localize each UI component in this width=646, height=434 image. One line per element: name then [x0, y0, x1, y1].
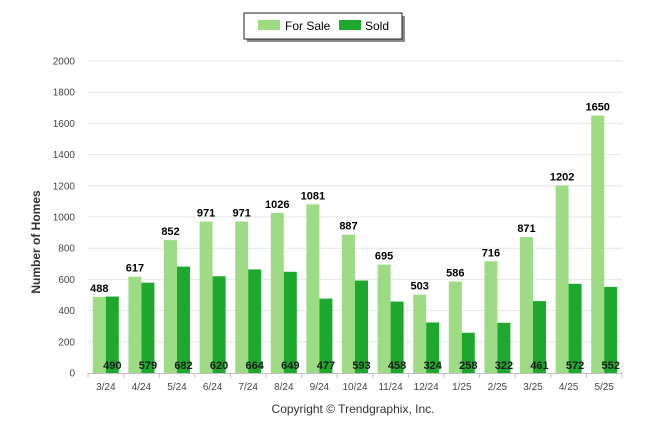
x-tick-label: 1/25 [452, 382, 472, 393]
y-tick-label: 1600 [53, 119, 76, 130]
bar-sold [283, 271, 297, 373]
bar-sold [105, 296, 119, 373]
bar-for-sale [377, 264, 391, 373]
data-label-for-sale: 1081 [301, 190, 325, 202]
x-tick-label: 9/24 [310, 382, 330, 393]
bar-for-sale [342, 234, 355, 373]
data-label-sold: 572 [566, 360, 584, 372]
data-label-for-sale: 1650 [585, 102, 609, 114]
bar-sold [461, 332, 475, 373]
bar-for-sale [591, 115, 605, 373]
x-tick-label: 5/24 [167, 382, 187, 393]
y-tick-label: 1000 [53, 213, 76, 224]
y-tick-label: 800 [58, 244, 75, 255]
legend: For Sale Sold [243, 12, 405, 42]
y-tick-label: 2000 [53, 57, 76, 68]
data-label-for-sale: 1026 [265, 199, 289, 211]
data-label-sold: 593 [352, 360, 370, 372]
bar-sold [248, 269, 262, 373]
bar-sold [355, 280, 368, 373]
data-label-sold: 579 [139, 360, 157, 372]
bar-for-sale [92, 296, 106, 373]
data-label-sold: 458 [388, 360, 406, 372]
bar-sold [177, 266, 190, 373]
bar-sold [141, 282, 155, 373]
bar-for-sale [555, 185, 569, 373]
x-tick-label: 4/24 [132, 382, 152, 393]
bar-for-sale [128, 276, 142, 373]
legend-swatch-for-sale [258, 20, 280, 30]
x-tick-label: 4/25 [559, 382, 579, 393]
data-label-sold: 258 [459, 360, 477, 372]
data-label-for-sale: 852 [161, 226, 179, 238]
y-tick-label: 1400 [53, 150, 76, 161]
data-label-sold: 620 [210, 360, 228, 372]
data-label-sold: 461 [530, 360, 548, 372]
y-axis-title: Number of Homes [29, 190, 43, 294]
x-tick-label: 2/25 [488, 382, 508, 393]
y-tick-label: 600 [58, 275, 75, 286]
x-tick-label: 8/24 [274, 382, 294, 393]
x-tick-label: 10/24 [342, 382, 367, 393]
bar-for-sale [164, 240, 177, 373]
x-tick-label: 6/24 [203, 382, 223, 393]
data-label-for-sale: 617 [126, 263, 144, 275]
data-label-sold: 477 [317, 360, 335, 372]
bar-sold [390, 301, 404, 373]
data-label-for-sale: 716 [482, 247, 500, 259]
bar-for-sale [306, 204, 320, 373]
data-label-sold: 552 [602, 360, 620, 372]
y-tick-label: 1200 [53, 181, 76, 192]
x-tick-label: 5/25 [594, 382, 614, 393]
bar-for-sale [235, 221, 249, 373]
data-label-for-sale: 488 [90, 283, 108, 295]
bar-for-sale [270, 212, 284, 373]
bars [92, 115, 618, 373]
data-label-for-sale: 971 [197, 208, 215, 220]
bar-sold [426, 322, 440, 373]
x-tick-label: 3/24 [96, 382, 116, 393]
data-label-for-sale: 586 [446, 268, 464, 280]
bar-sold [604, 286, 618, 373]
bar-sold [212, 276, 226, 373]
x-tick-label: 11/24 [378, 382, 403, 393]
data-labels: 488 490 617 579 852 682 971 620 971 664 1026 649 108… [90, 102, 620, 372]
data-label-for-sale: 887 [339, 221, 357, 233]
y-tick-label: 400 [58, 306, 75, 317]
x-axis-ticks: 3/24 4/24 5/24 6/24 7/24 8/24 9/24 10/24 11/24 12… [87, 373, 623, 393]
x-tick-label: 12/24 [414, 382, 439, 393]
data-label-for-sale: 695 [375, 251, 393, 263]
legend-swatch-sold [339, 20, 361, 30]
x-tick-label: 7/24 [238, 382, 258, 393]
bar-for-sale [484, 261, 498, 373]
y-tick-label: 0 [69, 369, 75, 380]
bar-sold [497, 322, 511, 373]
x-tick-label: 3/25 [523, 382, 543, 393]
data-label-sold: 322 [495, 360, 513, 372]
data-label-for-sale: 971 [233, 208, 251, 220]
bar-sold [319, 298, 333, 373]
legend-label-for-sale: For Sale [285, 19, 331, 33]
bar-for-sale [448, 281, 462, 373]
data-label-for-sale: 503 [411, 281, 429, 293]
bar-sold [533, 301, 546, 373]
data-label-sold: 324 [424, 360, 443, 372]
data-label-sold: 664 [246, 360, 265, 372]
bar-for-sale [413, 294, 427, 373]
data-label-for-sale: 1202 [550, 171, 574, 183]
data-label-sold: 649 [281, 360, 299, 372]
bar-sold [568, 283, 582, 373]
data-label-sold: 490 [103, 360, 121, 372]
copyright-credit: Copyright © Trendgraphix, Inc. [272, 402, 435, 416]
data-label-for-sale: 871 [517, 223, 535, 235]
data-label-sold: 682 [174, 360, 192, 372]
bar-for-sale [520, 237, 533, 373]
y-tick-label: 1800 [53, 88, 76, 99]
y-tick-label: 200 [58, 337, 75, 348]
legend-label-sold: Sold [365, 19, 389, 33]
bar-for-sale [199, 221, 213, 373]
y-axis-ticks: 0 200 400 600 800 1000 1200 1400 1600 1800 2000 [53, 57, 76, 380]
